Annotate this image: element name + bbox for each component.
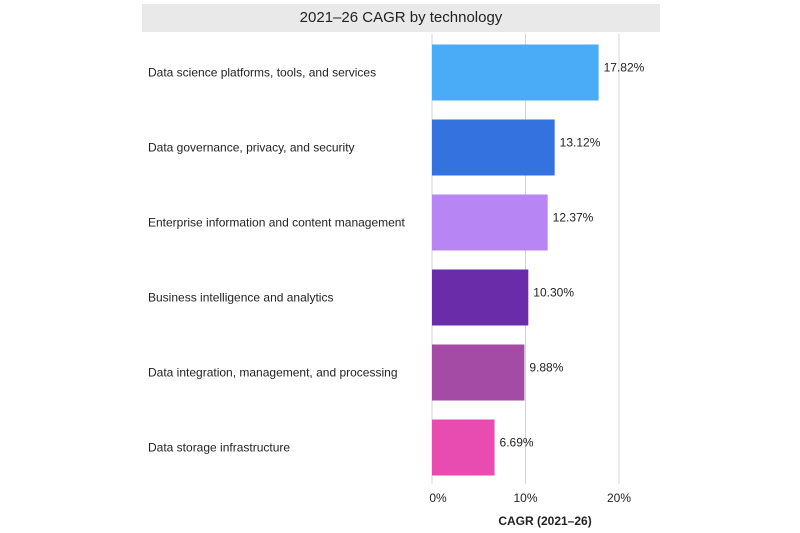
category-label: Data governance, privacy, and security [148,141,355,155]
category-label: Data science platforms, tools, and servi… [148,66,376,80]
data-label: 9.88% [529,361,563,375]
category-label: Data integration, management, and proces… [148,366,398,380]
x-tick-label: 0% [429,491,447,505]
x-tick-label: 10% [513,491,537,505]
data-label: 6.69% [500,436,534,450]
chart-title: 2021–26 CAGR by technology [299,9,503,26]
bar [432,119,555,176]
bar [432,344,525,401]
category-label: Business intelligence and analytics [148,291,333,305]
bar [432,194,548,251]
data-label: 10.30% [533,286,574,300]
x-axis-title: CAGR (2021–26) [498,514,591,528]
bar [432,419,495,476]
chart-title-bar: 2021–26 CAGR by technology [142,4,660,32]
category-label: Enterprise information and content manag… [148,216,405,230]
category-label: Data storage infrastructure [148,441,290,455]
data-label: 17.82% [604,61,645,75]
data-label: 12.37% [553,211,594,225]
data-label: 13.12% [560,136,601,150]
bar [432,269,529,326]
bar [432,44,599,101]
x-tick-label: 20% [607,491,631,505]
